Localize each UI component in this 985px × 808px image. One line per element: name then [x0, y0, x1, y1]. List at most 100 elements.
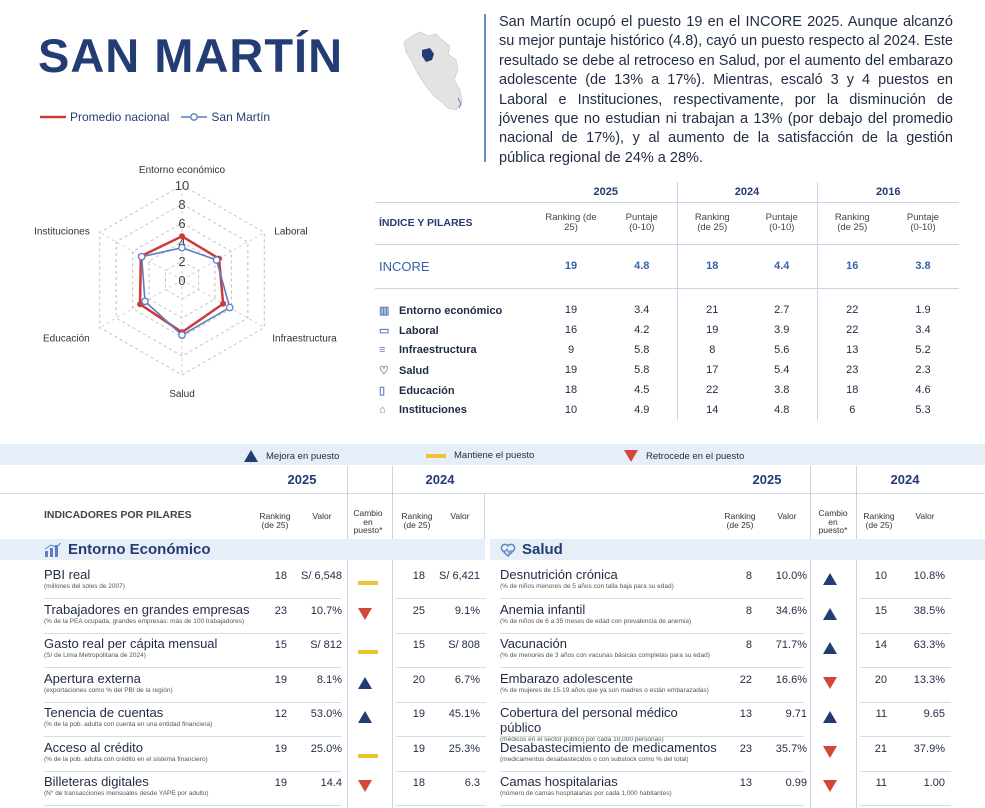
rank-2025: 8: [745, 604, 752, 617]
pillar-name: ▭ Laboral: [375, 320, 535, 340]
radar-axis: [99, 232, 183, 281]
heart-icon: [500, 543, 516, 557]
radar-axis-label: Laboral: [274, 227, 307, 238]
value-2024: S/ 808: [448, 639, 480, 651]
down-triangle-icon: [823, 745, 837, 758]
radar-point-region: [225, 303, 234, 312]
column-label: Valor: [915, 511, 935, 521]
radar-axis: [181, 232, 265, 281]
index-table: 2025 2024 2016 ÍNDICE Y PILARES Ranking …: [375, 182, 959, 420]
rank-2024: 15: [412, 639, 425, 651]
row-divider: [500, 736, 804, 737]
row-divider: [500, 701, 804, 703]
value-2024: 37.9%: [913, 742, 945, 755]
column-divider: [392, 560, 393, 808]
incore-value: 16: [846, 260, 859, 272]
column-label: Valor: [450, 511, 470, 521]
pillar-value: 18: [564, 384, 578, 396]
indicator-description: (número de camas hospitalarias por cada …: [500, 790, 672, 797]
rank-2024: 19: [412, 742, 425, 755]
column-divider: [810, 466, 811, 540]
row-divider: [500, 598, 804, 599]
row-divider: [860, 598, 951, 599]
row-divider: [396, 770, 486, 772]
pillar-value: 4.6: [915, 384, 931, 396]
value-2024: 6.3: [464, 777, 480, 789]
pillar-value: 22: [846, 304, 859, 316]
year-header: 2024: [425, 472, 455, 487]
row-divider: [860, 770, 951, 772]
rank-2025: 13: [739, 777, 752, 789]
pillar-row: ▥ Entorno económico 19 3.4 21 2.7 22 1.9: [375, 300, 959, 320]
rank-2025: 15: [274, 639, 287, 651]
row-divider: [860, 701, 951, 703]
key-up-label: Mejora en puesto: [266, 450, 340, 462]
legend-national: Promedio nacional: [40, 110, 169, 124]
institution-icon: ⌂: [379, 404, 386, 416]
rank-2025: 19: [274, 777, 287, 789]
year-header: 2025: [287, 472, 317, 487]
change-marker: [823, 710, 837, 728]
pillar-name: ≡ Infraestructura: [375, 340, 535, 360]
up-triangle-icon: [823, 711, 837, 723]
change-marker: [358, 607, 372, 625]
pillar-row: ♡ Salud 19 5.8 17 5.4 23 2.3: [375, 360, 959, 380]
pillar-name: ⌂ Instituciones: [375, 400, 535, 420]
road-icon: ≡: [379, 344, 386, 356]
rank-label: Ranking (de 25): [545, 212, 597, 233]
value-2025: 10.0%: [775, 570, 807, 582]
row-divider: [44, 736, 341, 737]
pillar-value: 5.2: [915, 344, 931, 356]
page-title: SAN MARTÍN: [38, 29, 344, 82]
value-2025: S/ 812: [310, 639, 342, 651]
value-2025: 53.0%: [310, 708, 342, 720]
change-marker: [358, 710, 372, 728]
pillar-row: ▯ Educación 18 4.5 22 3.8 18 4.6: [375, 380, 959, 400]
section-salud-title: Salud: [522, 541, 563, 558]
peru-map-icon: [403, 31, 463, 111]
radar-point-national: [220, 300, 227, 307]
value-2024: 9.65: [923, 708, 945, 720]
value-2024: 63.3%: [913, 639, 945, 651]
indicator-row: Desnutrición crónica (% de niños menores…: [500, 567, 720, 590]
row-divider: [500, 770, 804, 772]
rank-2024: 25: [412, 604, 425, 617]
radar-axis-label: Instituciones: [34, 227, 90, 238]
indicator-row: PBI real (millones del soles de 2007): [44, 567, 255, 590]
rank-label: Ranking (de 25): [694, 212, 730, 233]
indicator-description: (% de la pob. adulta con crédito en el s…: [44, 755, 208, 763]
radar-axis: [99, 279, 183, 328]
row-divider: [860, 805, 951, 806]
indicator-row: Trabajadores en grandes empresas (% de l…: [44, 602, 255, 625]
row-divider: [500, 805, 804, 806]
row-divider: [396, 805, 486, 806]
summary-text: San Martín ocupó el puesto 19 en el INCO…: [499, 14, 953, 166]
region-line-icon: [181, 113, 208, 121]
pillar-value: 2.3: [915, 364, 931, 376]
change-marker: [358, 641, 378, 659]
pillar-value: 14: [706, 404, 719, 416]
value-2025: 25.0%: [310, 742, 342, 755]
column-label: Cambio en puesto*: [818, 508, 848, 535]
up-triangle-icon: [823, 573, 837, 585]
pillar-value: 23: [846, 364, 859, 376]
rank-2024: 11: [875, 777, 887, 789]
column-divider: [856, 466, 857, 540]
pillar-label: Instituciones: [399, 404, 467, 416]
pillar-label: Entorno económico: [399, 304, 503, 317]
up-triangle-icon: [823, 642, 837, 654]
pillar-value: 17: [706, 364, 719, 376]
indicator-description: (medicamentos desabastecidos o con subst…: [500, 755, 689, 763]
value-2024: 38.5%: [913, 604, 945, 617]
indicator-description: (% de mujeres de 15-19 años que ya son m…: [500, 686, 709, 694]
same-dash-icon: [426, 453, 446, 458]
rank-2024: 18: [412, 570, 425, 582]
chart-icon: ▥: [379, 304, 390, 317]
radar-point-region: [212, 256, 221, 264]
year-2024: 2024: [677, 182, 818, 202]
pillar-value: 4.8: [747, 400, 818, 420]
section-entorno-title: Entorno Económico: [68, 541, 211, 558]
row-divider: [44, 805, 341, 806]
pillar-value: 4.9: [607, 400, 678, 420]
rank-2024: 19: [412, 708, 425, 720]
